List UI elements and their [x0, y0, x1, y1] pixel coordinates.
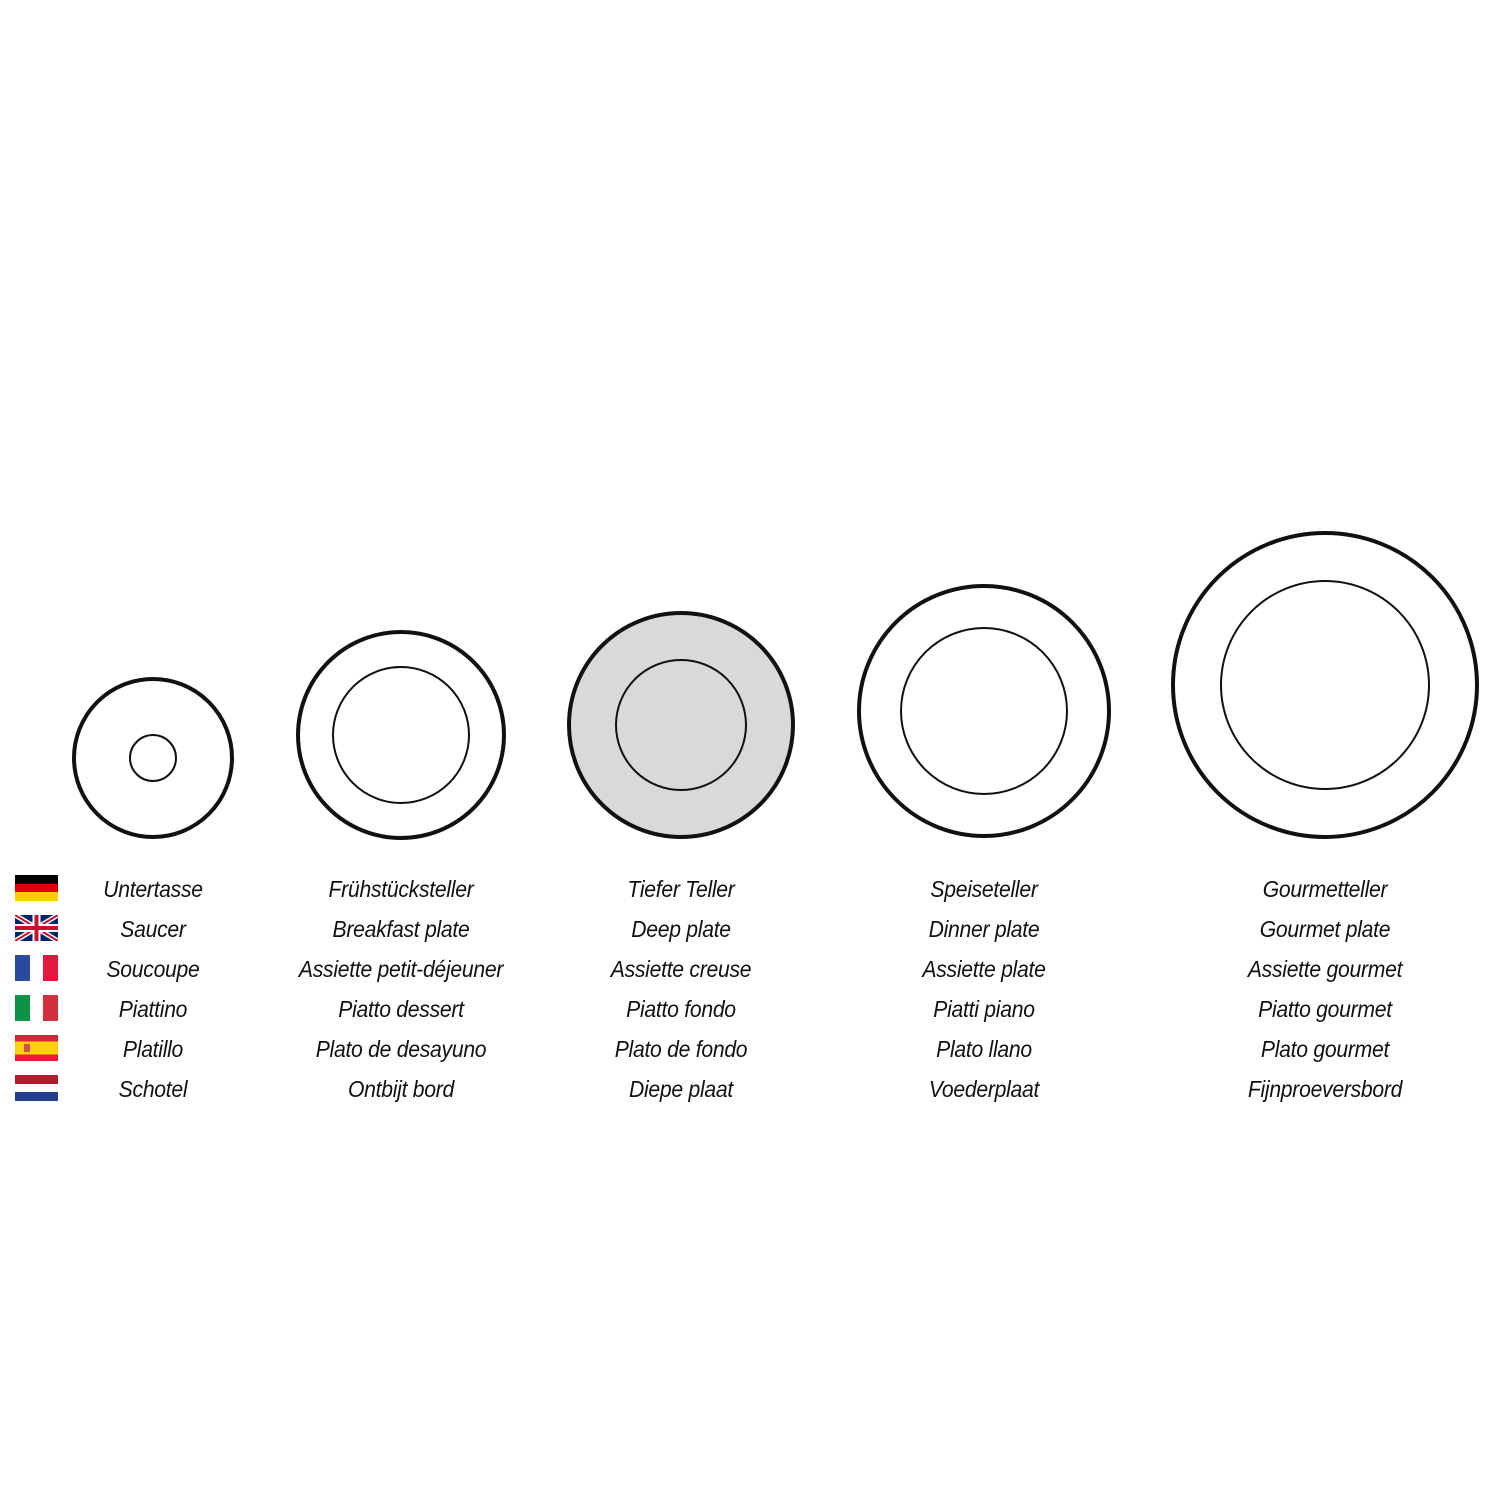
plate-name-label: Plato de desayuno	[315, 1036, 487, 1062]
plate-name-label: Voederplaat	[928, 1076, 1040, 1102]
plate-name-label: Speiseteller	[930, 876, 1038, 902]
plate-name-label: Soucoupe	[106, 956, 200, 982]
plate-name-label: Gourmetteller	[1262, 876, 1388, 902]
plate-name-label: Breakfast plate	[332, 916, 470, 942]
plate-name-label: Platillo	[122, 1036, 184, 1062]
plate-name-label: Saucer	[120, 916, 186, 942]
italy-flag	[15, 995, 58, 1021]
plate-name-label: Fijnproeversbord	[1247, 1076, 1403, 1102]
plate-name-label: Assiette gourmet	[1247, 956, 1403, 982]
plate-name-label: Assiette creuse	[610, 956, 752, 982]
plate-name-label: Tiefer Teller	[627, 876, 735, 902]
plate-name-label: Piattino	[118, 996, 188, 1022]
spain-flag	[15, 1035, 58, 1061]
plate-name-label: Diepe plaat	[628, 1076, 734, 1102]
plate-name-label: Piatto gourmet	[1258, 996, 1392, 1022]
france-flag	[15, 955, 58, 981]
plate-name-label: Frühstücksteller	[328, 876, 474, 902]
plate-name-label: Piatti piano	[933, 996, 1035, 1022]
plate-name-label: Ontbijt bord	[347, 1076, 455, 1102]
plate-inner-well	[615, 659, 747, 791]
plate-name-label: Plato de fondo	[614, 1036, 748, 1062]
coat-of-arms-icon	[24, 1044, 30, 1052]
plate-breakfast	[296, 630, 506, 840]
netherlands-flag	[15, 1075, 58, 1101]
germany-flag	[15, 875, 58, 901]
plate-inner-well	[332, 666, 470, 804]
uk-flag	[15, 915, 58, 941]
plate-inner-well	[1220, 580, 1430, 790]
plate-name-label: Plato gourmet	[1260, 1036, 1390, 1062]
plate-deep	[567, 611, 795, 839]
plate-name-label: Schotel	[118, 1076, 188, 1102]
plate-name-label: Deep plate	[631, 916, 731, 942]
plate-gourmet	[1171, 531, 1479, 839]
plate-inner-well	[900, 627, 1068, 795]
plate-saucer	[72, 677, 234, 839]
plates-diagram	[72, 531, 1479, 840]
plate-name-label: Assiette plate	[922, 956, 1046, 982]
plate-name-label: Assiette petit-déjeuner	[298, 956, 504, 982]
plate-name-label: Plato llano	[936, 1036, 1032, 1062]
plate-name-label: Untertasse	[103, 876, 203, 902]
plate-inner-well	[129, 734, 177, 782]
plate-name-label: Dinner plate	[928, 916, 1040, 942]
plate-dinner	[857, 584, 1111, 838]
plate-name-label: Piatto fondo	[626, 996, 736, 1022]
plate-name-label: Piatto dessert	[338, 996, 464, 1022]
plate-name-label: Gourmet plate	[1259, 916, 1391, 942]
